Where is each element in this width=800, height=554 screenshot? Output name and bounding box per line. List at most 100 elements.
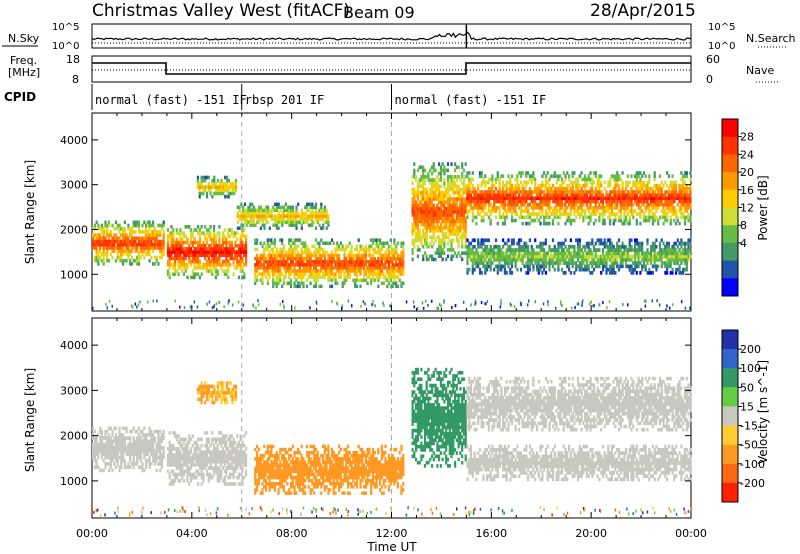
x-axis-label: Time UT	[366, 540, 417, 554]
velocity-colorbar-tick-label: 50	[740, 381, 754, 394]
velocity-band	[411, 367, 467, 468]
velocity-band	[166, 431, 248, 486]
x-tick-label: 00:00	[675, 527, 707, 540]
power-colorbar-swatch	[722, 225, 738, 244]
power-colorbar-swatch	[722, 242, 738, 262]
power-colorbar-swatch	[722, 136, 738, 155]
velocity-colorbar-tick-label: 100	[740, 362, 761, 375]
y-tick-label: 3000	[60, 384, 88, 397]
power-colorbar-tick-label: 16	[740, 184, 754, 197]
velocity-band	[466, 444, 692, 482]
x-tick-label: 04:00	[176, 527, 208, 540]
velocity-colorbar-swatch	[722, 406, 738, 426]
power-colorbar-swatch	[722, 278, 738, 297]
x-tick-label: 00:00	[76, 527, 108, 540]
cpid-segment-label: normal (fast) -151 IF	[95, 93, 247, 107]
power-colorbar-swatch	[722, 154, 738, 173]
plot-title: Christmas Valley West (fitACF)	[92, 1, 350, 21]
velocity-colorbar-swatch	[722, 349, 738, 369]
date-label: 28/Apr/2015	[590, 1, 696, 21]
velocity-band	[92, 426, 165, 473]
velocity-colorbar-swatch	[722, 368, 738, 388]
power-colorbar: 28 24 20 16 12 8 4	[721, 118, 754, 297]
cpid-segment-label: normal (fast) -151 IF	[395, 93, 547, 107]
velocity-colorbar-swatch	[722, 387, 738, 407]
y-tick-label: 4000	[60, 339, 88, 352]
y-tick-label: 1000	[60, 268, 88, 281]
power-band	[466, 238, 692, 275]
power-colorbar-swatch	[722, 189, 738, 208]
nave-label: Nave	[746, 64, 774, 77]
y-tick-label: 2000	[60, 223, 88, 236]
velocity-band	[466, 376, 692, 432]
velocity-colorbar-tick-label: -50	[740, 439, 758, 452]
velocity-colorbar-tick-label: 200	[740, 343, 761, 356]
power-band	[254, 238, 405, 289]
power-band	[411, 162, 467, 262]
noise-sky-line	[91, 31, 692, 41]
power-colorbar-tick-label: 4	[740, 237, 747, 250]
power-band	[196, 175, 238, 199]
x-tick-label: 12:00	[376, 527, 408, 540]
velocity-panel: 1000 2000 3000 4000	[60, 317, 693, 519]
y-tick-label: 4000	[60, 134, 88, 147]
x-tick-label: 08:00	[276, 527, 308, 540]
noise-tick-top-left: 10^5	[52, 22, 79, 33]
y-tick-label: 1000	[60, 475, 88, 488]
x-tick-label: 16:00	[475, 527, 507, 540]
freq-panel-frame	[91, 55, 692, 83]
power-colorbar-tick-label: 8	[740, 219, 747, 232]
power-colorbar-tick-label: 24	[740, 148, 754, 161]
cpid-segment-label: rbsp 201 IF	[245, 93, 324, 107]
velocity-colorbar-tick-label: -100	[740, 458, 765, 471]
noise-panel-frame	[91, 23, 692, 49]
beam-label: Beam 09	[343, 3, 415, 22]
noise-tick-bottom-right: 10^0	[708, 41, 735, 52]
power-colorbar-tick-label: 12	[740, 202, 754, 215]
power-colorbar-swatch	[722, 172, 738, 191]
velocity-colorbar-tick-label: -15	[740, 420, 758, 433]
velocity-colorbar-tick-label: -200	[740, 477, 765, 490]
power-band	[236, 202, 330, 230]
velocity-colorbar-tick-label: 15	[740, 400, 754, 413]
velocity-colorbar-swatch	[722, 425, 738, 446]
velocity-colorbar: 200 100 50 15 -15 -50 -100 -200	[721, 329, 765, 503]
power-colorbar-swatch	[722, 119, 738, 138]
power-colorbar-tick-label: 28	[740, 131, 754, 144]
freq-line	[92, 62, 691, 75]
velocity-colorbar-label: Velocity [m s^-1]	[756, 360, 770, 464]
power-band	[166, 225, 248, 280]
nave-tick-bottom: 0	[706, 73, 713, 86]
noise-tick-bottom-left: 10^0	[52, 41, 79, 52]
y-tick-label: 3000	[60, 179, 88, 192]
freq-tick-bottom: 8	[72, 73, 79, 86]
y-axis-label-power: Slant Range [km]	[23, 160, 37, 264]
velocity-colorbar-swatch	[722, 330, 738, 350]
cpid-label: CPID	[4, 90, 36, 104]
freq-tick-top: 18	[66, 53, 80, 66]
velocity-band	[254, 444, 405, 495]
noise-left-label: N.Sky	[8, 32, 40, 45]
x-axis-ticks: 00:00 04:00 08:00 12:00 16:00 20:00 00:00	[76, 527, 707, 540]
velocity-band	[196, 381, 238, 405]
power-colorbar-tick-label: 20	[740, 166, 754, 179]
noise-tick-top-right: 10^5	[708, 22, 735, 33]
power-colorbar-label: Power [dB]	[756, 175, 770, 240]
velocity-colorbar-swatch	[722, 482, 738, 503]
nave-tick-top: 60	[706, 53, 720, 66]
velocity-colorbar-swatch	[722, 463, 738, 484]
power-band	[92, 220, 165, 266]
power-colorbar-swatch	[722, 260, 738, 279]
x-tick-label: 20:00	[575, 527, 607, 540]
freq-label-1: Freq.	[10, 54, 37, 67]
velocity-colorbar-swatch	[722, 444, 738, 465]
power-panel: 1000 2000 3000 4000	[60, 112, 692, 312]
power-colorbar-swatch	[722, 207, 738, 226]
y-tick-label: 2000	[60, 430, 88, 443]
y-axis-label-velocity: Slant Range [km]	[23, 368, 37, 472]
freq-label-2: [MHz]	[8, 66, 40, 79]
power-band	[466, 171, 692, 226]
noise-right-label: N.Search	[746, 32, 796, 45]
